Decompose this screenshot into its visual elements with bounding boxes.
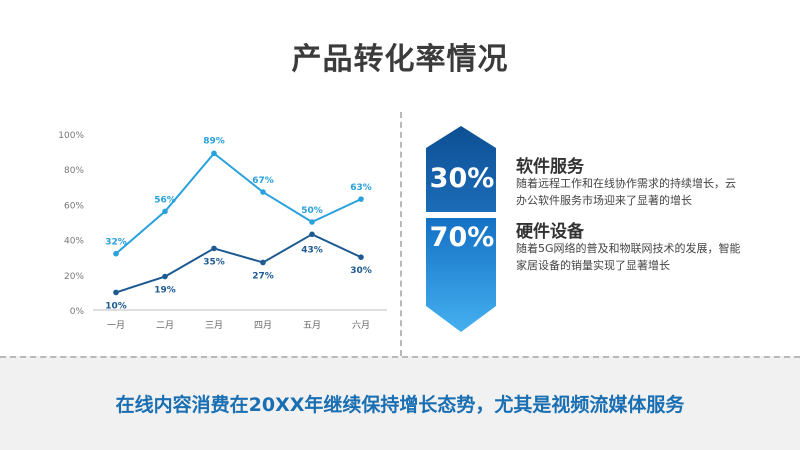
data-label: 19% — [154, 286, 176, 296]
data-point — [260, 189, 266, 195]
data-point — [113, 289, 119, 296]
data-point — [309, 231, 315, 238]
data-label: 35% — [203, 257, 225, 267]
data-label: 43% — [301, 245, 323, 255]
data-point — [358, 254, 364, 260]
footer-text: 在线内容消费在20XX年继续保持增长态势，尤其是视频流媒体服务 — [115, 394, 685, 416]
x-tick-label: 二月 — [156, 320, 174, 331]
data-label: 50% — [301, 206, 323, 216]
data-label: 27% — [252, 271, 274, 281]
hardware-percent: 70% — [429, 222, 495, 253]
data-point — [211, 245, 217, 252]
y-tick-label: 60% — [64, 201, 84, 211]
data-point — [162, 273, 168, 280]
data-point — [162, 208, 168, 215]
badge-software-shape — [426, 126, 496, 212]
data-label: 10% — [105, 301, 127, 311]
x-tick-label: 三月 — [205, 320, 223, 331]
x-tick-label: 六月 — [352, 319, 370, 331]
hardware-desc: 随着5G网络的普及和物联网技术的发展，智能家居设备的销量实现了显著增长 — [516, 242, 741, 272]
data-point — [211, 150, 217, 157]
page-title: 产品转化率情况 — [291, 42, 509, 77]
data-label: 89% — [203, 136, 225, 146]
data-point — [309, 219, 315, 225]
data-point — [358, 196, 364, 202]
y-tick-label: 80% — [64, 166, 84, 176]
software-title: 软件服务 — [516, 157, 584, 177]
data-label: 56% — [154, 195, 176, 205]
software-desc: 随着远程工作和在线协作需求的持续增长，云办公软件服务市场迎来了显著的增长 — [516, 177, 736, 207]
data-point — [260, 259, 266, 266]
x-tick-label: 四月 — [254, 320, 272, 331]
hardware-title: 硬件设备 — [516, 222, 584, 242]
series-line — [115, 151, 362, 255]
y-tick-label: 40% — [64, 237, 84, 247]
footer-band — [0, 356, 800, 450]
y-tick-label: 100% — [58, 131, 84, 141]
data-label: 32% — [105, 238, 127, 248]
x-tick-label: 一月 — [107, 320, 125, 331]
x-tick-label: 五月 — [303, 320, 321, 331]
data-label: 63% — [350, 183, 372, 193]
y-tick-label: 20% — [64, 272, 84, 282]
data-point — [113, 250, 119, 257]
badge-hardware-shape — [426, 218, 496, 332]
software-percent: 30% — [429, 163, 495, 194]
data-label: 67% — [252, 176, 274, 186]
vertical-divider — [400, 112, 402, 356]
y-tick-label: 0% — [70, 307, 85, 317]
data-label: 30% — [350, 266, 372, 276]
series-line — [115, 233, 362, 294]
